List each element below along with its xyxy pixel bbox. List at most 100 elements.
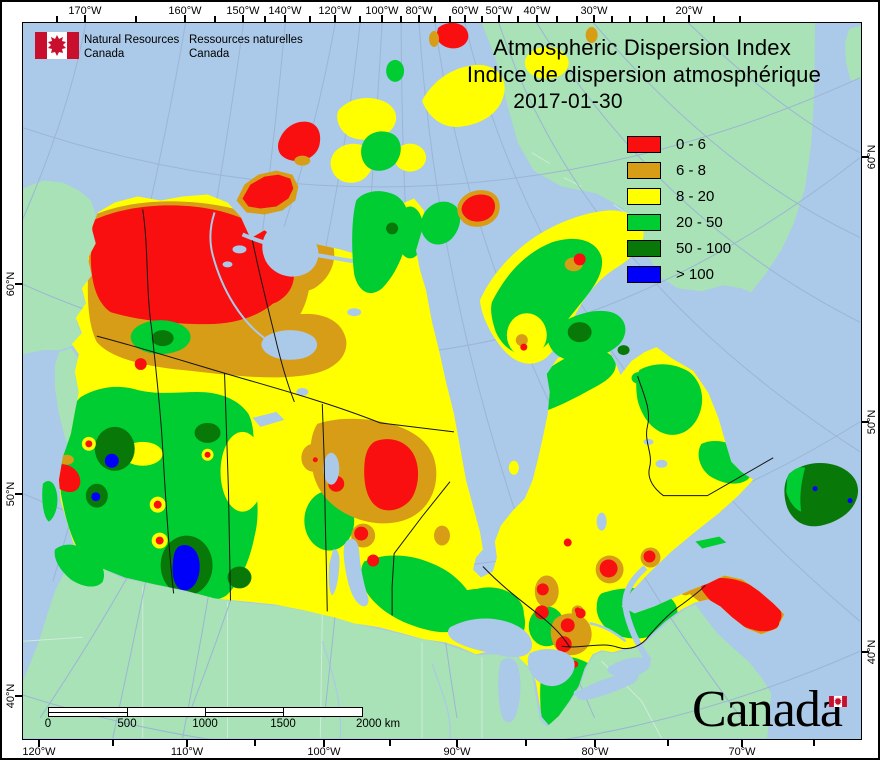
axis-tick-bottom bbox=[594, 740, 596, 747]
axis-tick-top-minor bbox=[264, 16, 266, 22]
axis-tick-bottom bbox=[323, 740, 325, 747]
province-borders bbox=[96, 209, 774, 650]
axis-tick-right bbox=[862, 651, 869, 653]
axis-label-top: 100°W bbox=[365, 5, 399, 17]
axis-tick-top bbox=[498, 15, 500, 22]
canada-flag-icon bbox=[35, 32, 79, 59]
axis-tick-top-minor bbox=[214, 16, 216, 22]
axis-tick-bottom bbox=[741, 740, 743, 747]
legend-swatch bbox=[627, 162, 661, 179]
axis-label-bottom: 120°W bbox=[22, 746, 56, 758]
legend-label: 6 - 8 bbox=[676, 162, 707, 179]
nrcan-logo bbox=[35, 32, 79, 64]
greenland-ne-island bbox=[845, 25, 861, 81]
axis-tick-top-minor bbox=[517, 16, 519, 22]
axis-label-top: 60°W bbox=[451, 5, 479, 17]
axis-tick-top bbox=[84, 15, 86, 22]
us-rivers bbox=[321, 641, 451, 739]
axis-tick-top bbox=[464, 15, 466, 22]
axis-tick-top bbox=[688, 15, 690, 22]
axis-tick-top bbox=[418, 15, 420, 22]
axis-tick-top-minor bbox=[739, 16, 741, 22]
scale-segment bbox=[127, 707, 206, 717]
scale-number: 0 bbox=[44, 718, 52, 730]
axis-label-bottom: 70°W bbox=[728, 746, 756, 758]
axis-label-top: 80°W bbox=[405, 5, 433, 17]
scale-segment bbox=[48, 707, 128, 717]
legend-label: 0 - 6 bbox=[676, 136, 707, 153]
axis-tick-top-minor bbox=[359, 16, 361, 22]
scale-segment bbox=[205, 707, 284, 717]
axis-tick-top-minor bbox=[556, 16, 558, 22]
alaska-land bbox=[23, 180, 96, 355]
legend-label: 50 - 100 bbox=[676, 240, 732, 257]
map-date: 2017-01-30 bbox=[513, 90, 623, 113]
scale-number: 1500 bbox=[270, 718, 296, 730]
axis-tick-top bbox=[184, 15, 186, 22]
scale-bar bbox=[48, 707, 363, 717]
logo-en-line2: Canada bbox=[84, 48, 125, 60]
axis-tick-bottom-minor bbox=[813, 740, 815, 746]
axis-label-bottom: 110°W bbox=[170, 746, 204, 758]
legend-swatch bbox=[627, 266, 661, 283]
canada-islands bbox=[42, 23, 859, 587]
axis-label-bottom: 80°W bbox=[581, 746, 609, 758]
axis-tick-right bbox=[862, 156, 869, 158]
axis-tick-top-minor bbox=[663, 16, 665, 22]
axis-tick-bottom-minor bbox=[254, 740, 256, 746]
axis-tick-top-minor bbox=[434, 16, 436, 22]
axis-label-top: 20°W bbox=[675, 5, 703, 17]
scale-segment bbox=[283, 707, 363, 717]
map-frame bbox=[22, 22, 862, 740]
legend-label: 20 - 50 bbox=[676, 214, 723, 231]
axis-tick-left bbox=[15, 283, 22, 285]
axis-tick-top bbox=[284, 15, 286, 22]
map-svg bbox=[23, 23, 861, 739]
axis-tick-top-minor bbox=[713, 16, 715, 22]
legend-label: 8 - 20 bbox=[676, 188, 715, 205]
logo-text-en: Natural Resources Canada bbox=[84, 33, 179, 61]
logo-fr-line1: Ressources naturelles bbox=[189, 34, 303, 46]
axis-label-bottom: 90°W bbox=[443, 746, 471, 758]
axis-label-top: 160°W bbox=[168, 5, 202, 17]
wordmark-flag-icon bbox=[829, 696, 847, 707]
legend-label: > 100 bbox=[676, 266, 714, 283]
axis-label-top: 120°W bbox=[318, 5, 352, 17]
axis-tick-top bbox=[593, 15, 595, 22]
canada-wordmark: Canada bbox=[692, 681, 843, 738]
logo-fr-line2: Canada bbox=[189, 48, 230, 60]
legend-swatch bbox=[627, 188, 661, 205]
axis-tick-bottom-minor bbox=[525, 740, 527, 746]
axis-tick-left bbox=[15, 493, 22, 495]
axis-tick-left bbox=[15, 695, 22, 697]
axis-tick-top-minor bbox=[135, 16, 137, 22]
axis-tick-top bbox=[242, 15, 244, 22]
axis-tick-bottom-minor bbox=[112, 740, 114, 746]
legend-swatch bbox=[627, 214, 661, 231]
axis-label-bottom: 100°W bbox=[307, 746, 341, 758]
axis-tick-top bbox=[334, 15, 336, 22]
axis-tick-top-minor bbox=[611, 16, 613, 22]
axis-label-top: 40°W bbox=[523, 5, 551, 17]
axis-label-top: 150°W bbox=[226, 5, 260, 17]
axis-tick-top bbox=[381, 15, 383, 22]
greenland bbox=[481, 23, 816, 293]
scale-number: 500 bbox=[117, 718, 137, 730]
axis-tick-bottom bbox=[456, 740, 458, 747]
axis-label-top: 140°W bbox=[268, 5, 302, 17]
axis-tick-bottom-minor bbox=[389, 740, 391, 746]
axis-tick-top-minor bbox=[629, 16, 631, 22]
axis-tick-top-minor bbox=[646, 16, 648, 22]
axis-tick-bottom bbox=[186, 740, 188, 747]
axis-label-top: 170°W bbox=[68, 5, 102, 17]
axis-tick-bottom-minor bbox=[667, 740, 669, 746]
map-title-fr: Indice de dispersion atmosphérique bbox=[466, 62, 822, 87]
axis-tick-top-minor bbox=[309, 16, 311, 22]
legend-swatch bbox=[627, 136, 661, 153]
scale-number: 1000 bbox=[192, 718, 218, 730]
axis-tick-top-minor bbox=[449, 16, 451, 22]
scale-number: 2000 km bbox=[355, 718, 401, 730]
legend-swatch bbox=[627, 240, 661, 257]
axis-label-top: 50°W bbox=[485, 5, 513, 17]
